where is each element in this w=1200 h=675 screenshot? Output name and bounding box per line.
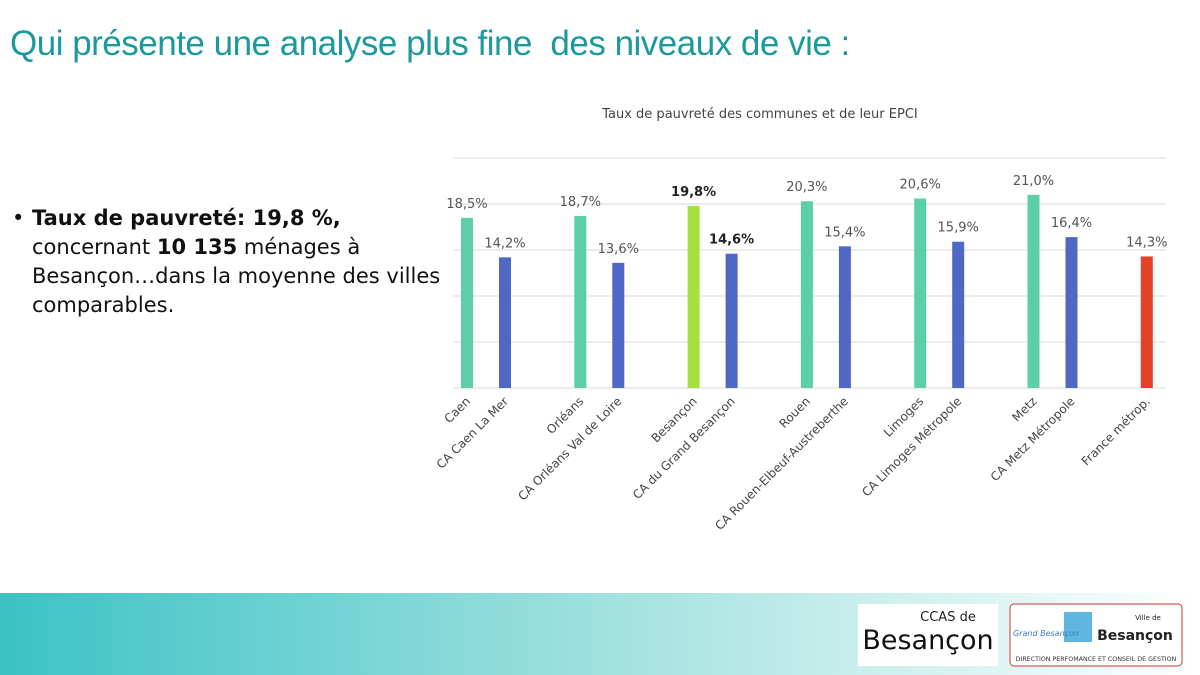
bar (687, 205, 700, 388)
bar (725, 253, 738, 388)
logo-text: Besançon (1097, 628, 1173, 644)
bar (574, 215, 587, 388)
logo-text: Grand Besançon (1013, 629, 1079, 638)
bar (952, 241, 965, 388)
value-label: 16,4% (1051, 216, 1092, 231)
value-label: 20,6% (900, 177, 941, 192)
bar (800, 201, 813, 388)
x-tick-label: CA Caen La Mer (434, 394, 511, 471)
x-tick-label: France métrop. (1079, 394, 1153, 468)
value-label: 14,3% (1126, 235, 1167, 250)
slide-title: Qui présente une analyse plus fine des n… (10, 24, 850, 63)
logo-text: CCAS de (920, 610, 976, 625)
value-label: 20,3% (786, 180, 827, 195)
x-tick-label: Caen (441, 394, 473, 426)
value-label: 18,5% (446, 197, 487, 212)
bullet-text: Taux de pauvreté: 19,8 %, concernant 10 … (12, 204, 452, 320)
value-label: 14,2% (484, 236, 525, 251)
chart-title: Taux de pauvreté des communes et de leur… (601, 107, 918, 122)
bar (612, 262, 625, 388)
bar (1140, 256, 1153, 388)
logo-box (858, 604, 998, 666)
footer-band (0, 593, 1200, 675)
logo-ccas: CCAS de Besançon (858, 604, 998, 666)
logo-box (1009, 603, 1183, 667)
bullet-segment: 10 135 (156, 235, 238, 259)
value-label: 21,0% (1013, 174, 1054, 189)
bullet-segment: concernant (32, 235, 157, 259)
bullet-segment: Taux de pauvreté: 19,8 %, (32, 206, 341, 230)
value-label: 15,4% (824, 225, 865, 240)
value-label: 19,8% (671, 185, 716, 200)
logo-text: DIRECTION PERFOMANCE ET CONSEIL DE GESTI… (1016, 656, 1177, 663)
bar (1065, 237, 1078, 388)
value-label: 18,7% (560, 195, 601, 210)
value-label: 14,6% (709, 233, 754, 248)
logo-besancon: Grand Besançon Ville de Besançon DIRECTI… (1009, 603, 1183, 667)
logo-text: Ville de (1135, 614, 1161, 622)
bar (914, 198, 927, 388)
bar (499, 257, 511, 388)
x-tick-label: Rouen (776, 394, 813, 431)
bar (461, 217, 473, 388)
bar (1027, 194, 1040, 388)
bullet-segment: ménages à Besançon…dans la moyenne des v… (32, 235, 441, 317)
value-label: 13,6% (598, 242, 639, 257)
logo-icon (1064, 612, 1092, 642)
logo-text: Besançon (862, 625, 993, 656)
value-label: 15,9% (938, 221, 979, 236)
x-tick-label: Metz (1009, 394, 1039, 424)
bar (838, 246, 851, 388)
